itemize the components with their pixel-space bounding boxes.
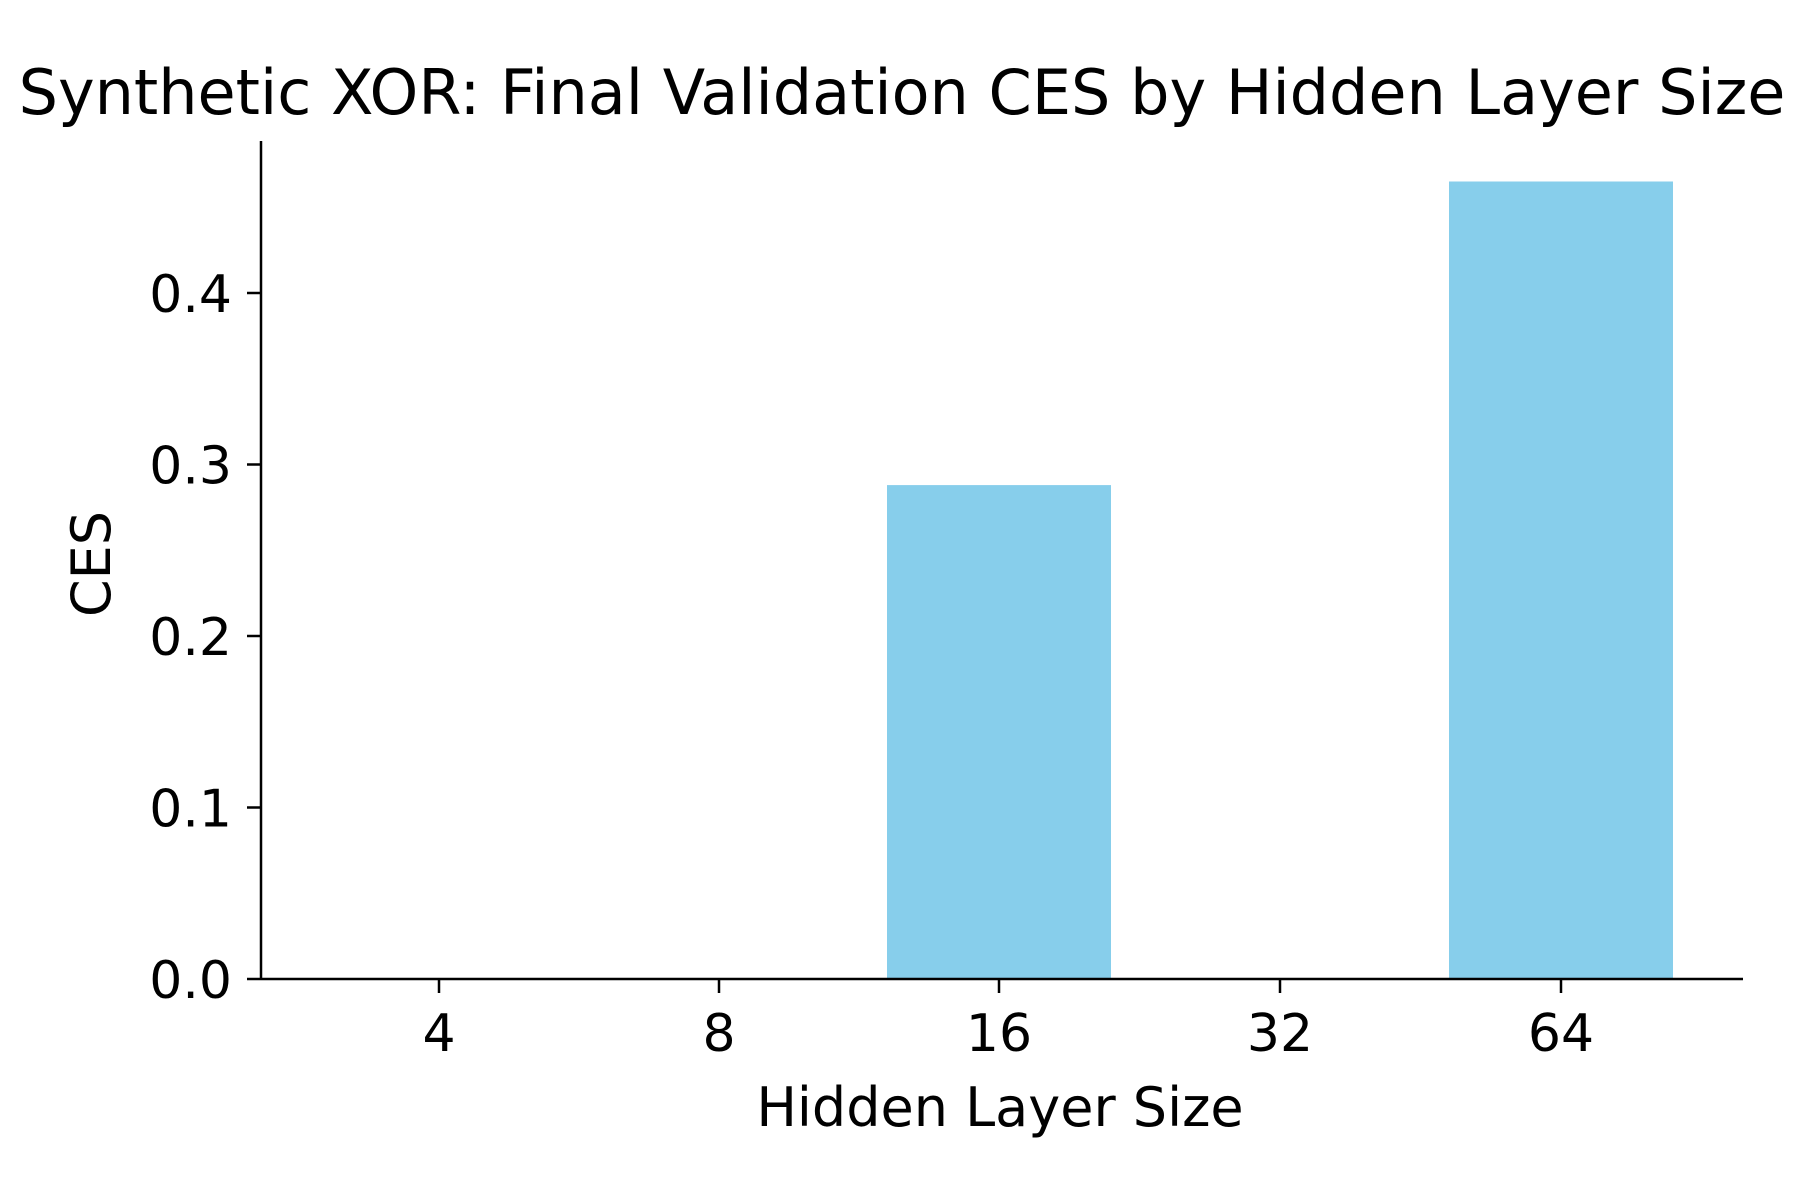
bar-16 (887, 485, 1111, 979)
y-tick-label: 0.1 (149, 780, 232, 840)
y-axis-label: CES (60, 511, 123, 617)
y-tick-label: 0.4 (149, 265, 232, 325)
x-tick-label: 64 (1528, 1004, 1594, 1064)
bars-layer (887, 181, 1673, 979)
x-tick-label: 4 (422, 1004, 455, 1064)
y-tick-label: 0.2 (149, 608, 232, 668)
y-tick-label: 0.3 (149, 437, 232, 497)
y-tick-label: 0.0 (149, 951, 232, 1011)
x-axis-label: Hidden Layer Size (756, 1076, 1243, 1139)
x-axis-ticks: 4 8 16 32 64 (422, 979, 1594, 1064)
x-tick-label: 8 (702, 1004, 735, 1064)
x-tick-label: 16 (966, 1004, 1032, 1064)
chart-title: Synthetic XOR: Final Validation CES by H… (19, 56, 1786, 129)
y-axis-ticks: 0.0 0.1 0.2 0.3 0.4 (149, 265, 261, 1011)
bar-64 (1449, 181, 1673, 979)
x-tick-label: 32 (1247, 1004, 1313, 1064)
